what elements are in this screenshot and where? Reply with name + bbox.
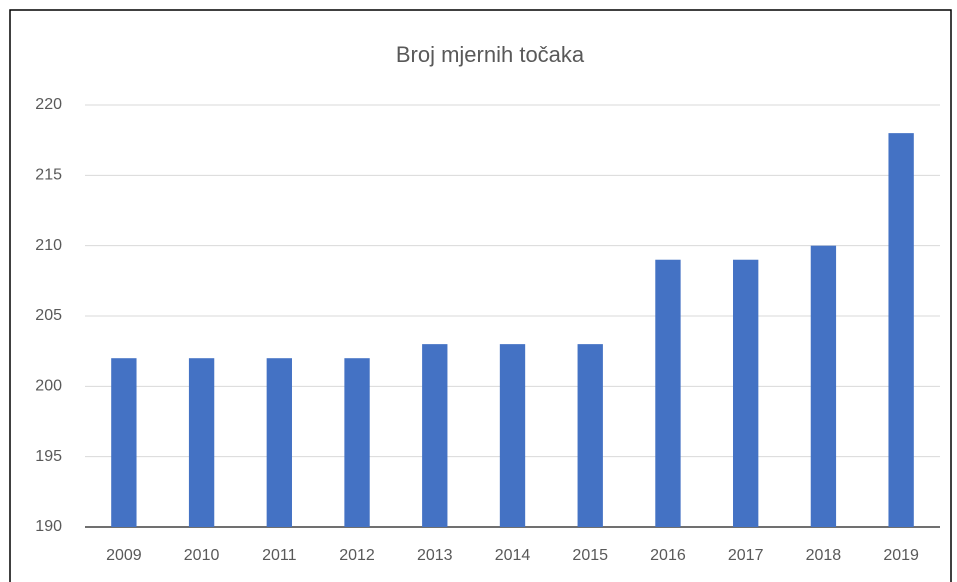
bar xyxy=(577,344,603,527)
x-tick-label: 2017 xyxy=(728,547,764,564)
x-tick-label: 2009 xyxy=(106,547,142,564)
bar xyxy=(111,358,137,527)
y-tick-label: 210 xyxy=(35,237,62,254)
bar xyxy=(655,259,681,527)
x-tick-label: 2019 xyxy=(883,547,919,564)
x-tick-label: 2011 xyxy=(262,547,297,564)
y-tick-label: 200 xyxy=(35,378,62,395)
bar xyxy=(344,358,370,527)
x-tick-label: 2010 xyxy=(184,547,220,564)
x-tick-label: 2013 xyxy=(417,547,453,564)
chart-title: Broj mjernih točaka xyxy=(396,42,585,67)
bar xyxy=(499,344,526,527)
bar xyxy=(188,358,215,527)
bar xyxy=(422,344,448,527)
y-tick-label: 205 xyxy=(35,307,62,324)
y-tick-label: 195 xyxy=(35,448,62,465)
bar xyxy=(733,259,759,527)
bar xyxy=(810,245,837,527)
bar xyxy=(266,358,292,527)
chart-frame xyxy=(9,9,952,582)
y-tick-label: 220 xyxy=(35,96,62,113)
x-tick-label: 2012 xyxy=(339,547,375,564)
y-tick-label: 215 xyxy=(35,167,62,184)
x-tick-label: 2018 xyxy=(806,547,842,564)
x-tick-label: 2014 xyxy=(495,547,531,564)
y-tick-label: 190 xyxy=(35,518,62,535)
x-tick-label: 2015 xyxy=(572,547,608,564)
x-tick-label: 2016 xyxy=(650,547,686,564)
bar xyxy=(888,133,914,527)
